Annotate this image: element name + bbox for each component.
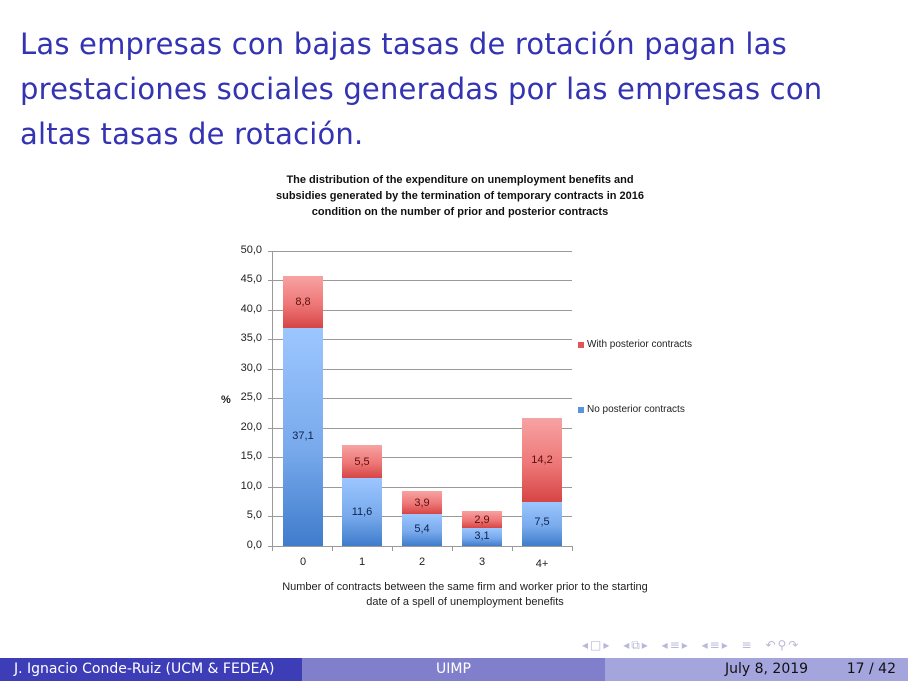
x-category-label: 1 xyxy=(358,556,366,568)
y-tick-label: 25,0 xyxy=(240,391,262,403)
value-label: 5,4 xyxy=(414,523,430,535)
legend-item-no-posterior: No posterior contracts xyxy=(578,404,685,415)
slide-title: Las empresas con bajas tasas de rotación… xyxy=(20,27,823,151)
x-category-label: 2 xyxy=(418,556,426,568)
value-label: 11,6 xyxy=(351,506,373,518)
footer-bar: J. Ignacio Conde-Ruiz (UCM & FEDEA) UIMP… xyxy=(0,658,908,681)
bar-segment-no-posterior xyxy=(402,514,442,546)
x-category-label: 4+ xyxy=(535,558,549,570)
legend-item-with-posterior: With posterior contracts xyxy=(578,339,692,350)
y-tick-label: 5,0 xyxy=(246,509,262,521)
x-category-label: 3 xyxy=(478,556,486,568)
x-tick xyxy=(512,546,513,551)
value-label: 7,5 xyxy=(534,516,550,528)
y-tick-label: 45,0 xyxy=(240,273,262,285)
x-axis-title-line: date of a spell of unemployment benefits xyxy=(366,596,564,608)
bar-1: 5,5 11,6 xyxy=(342,445,382,546)
value-label: 5,5 xyxy=(354,456,370,468)
value-label: 37,1 xyxy=(292,430,314,442)
x-category-label: 0 xyxy=(299,556,307,568)
gridline xyxy=(268,310,572,311)
frame-nav-icon[interactable]: ◂□▸ xyxy=(582,638,612,652)
y-tick-label: 30,0 xyxy=(240,362,262,374)
bar-2: 3,9 5,4 xyxy=(402,491,442,546)
x-tick xyxy=(392,546,393,551)
value-label: 3,1 xyxy=(474,530,490,542)
bar-segment-no-posterior xyxy=(283,328,323,546)
x-tick xyxy=(452,546,453,551)
bar-3: 2,9 3,1 xyxy=(462,511,502,546)
bar-segment-with-posterior xyxy=(522,418,562,502)
bar-segment-with-posterior xyxy=(342,445,382,478)
toc-icon[interactable]: ≡ xyxy=(741,638,754,652)
footer-author: J. Ignacio Conde-Ruiz (UCM & FEDEA) xyxy=(0,658,302,681)
gridline xyxy=(268,398,572,399)
y-tick-label: 40,0 xyxy=(240,303,262,315)
legend-label: No posterior contracts xyxy=(587,404,685,415)
bar-segment-with-posterior xyxy=(402,491,442,514)
bar-segment-no-posterior xyxy=(522,502,562,546)
gridline xyxy=(268,487,572,488)
bar-segment-with-posterior xyxy=(283,276,323,328)
y-tick-label: 35,0 xyxy=(240,332,262,344)
y-tick-label: 50,0 xyxy=(240,244,262,256)
bar-segment-no-posterior xyxy=(342,478,382,546)
chart-title-line: condition on the number of prior and pos… xyxy=(311,206,609,218)
gridline xyxy=(268,369,572,370)
gridline xyxy=(268,428,572,429)
chart-title: The distribution of the expenditure on u… xyxy=(240,172,680,220)
bar-segment-no-posterior xyxy=(462,528,502,546)
gridline xyxy=(268,546,572,547)
x-axis-title: Number of contracts between the same fir… xyxy=(255,580,675,610)
x-tick xyxy=(332,546,333,551)
y-tick-label: 10,0 xyxy=(240,480,262,492)
y-tick-label: 20,0 xyxy=(240,421,262,433)
y-tick-label: 15,0 xyxy=(240,450,262,462)
chart-title-line: The distribution of the expenditure on u… xyxy=(286,174,634,186)
subsubsection-nav-icon[interactable]: ◂≡▸ xyxy=(701,638,730,652)
value-label: 14,2 xyxy=(531,454,553,466)
value-label: 2,9 xyxy=(474,514,490,526)
gridline xyxy=(268,251,572,252)
gridline xyxy=(268,457,572,458)
gridline xyxy=(268,280,572,281)
x-tick xyxy=(272,546,273,551)
footer-right: July 8, 2019 17 / 42 xyxy=(605,658,908,681)
gridline xyxy=(268,339,572,340)
undo-search-redo-icon[interactable]: ↶⚲↷ xyxy=(765,638,801,652)
bar-segment-with-posterior xyxy=(462,511,502,528)
legend-swatch-blue xyxy=(578,406,584,413)
footer-page-number: 17 / 42 xyxy=(846,661,896,677)
value-label: 3,9 xyxy=(414,497,430,509)
y-tick-label: 0,0 xyxy=(246,539,262,551)
beamer-navigation: ◂□▸ ◂⧉▸ ◂≡▸ ◂≡▸ ≡ ↶⚲↷ xyxy=(582,638,806,653)
y-axis xyxy=(272,251,273,547)
footer-date: July 8, 2019 xyxy=(725,661,809,677)
legend-label: With posterior contracts xyxy=(587,339,693,350)
value-label: 8,8 xyxy=(295,296,311,308)
footer-institution: UIMP xyxy=(302,658,605,681)
section-nav-icon[interactable]: ◂≡▸ xyxy=(661,638,690,652)
bar-4plus: 14,2 7,5 xyxy=(522,418,562,546)
x-tick xyxy=(572,546,573,551)
bar-0: 8,8 37,1 xyxy=(283,276,323,546)
chart-title-line: subsidies generated by the termination o… xyxy=(276,190,644,202)
legend-swatch-red xyxy=(578,341,584,348)
y-axis-label: % xyxy=(221,394,231,406)
x-axis-title-line: Number of contracts between the same fir… xyxy=(282,581,648,593)
subsection-nav-icon[interactable]: ◂⧉▸ xyxy=(623,638,650,652)
